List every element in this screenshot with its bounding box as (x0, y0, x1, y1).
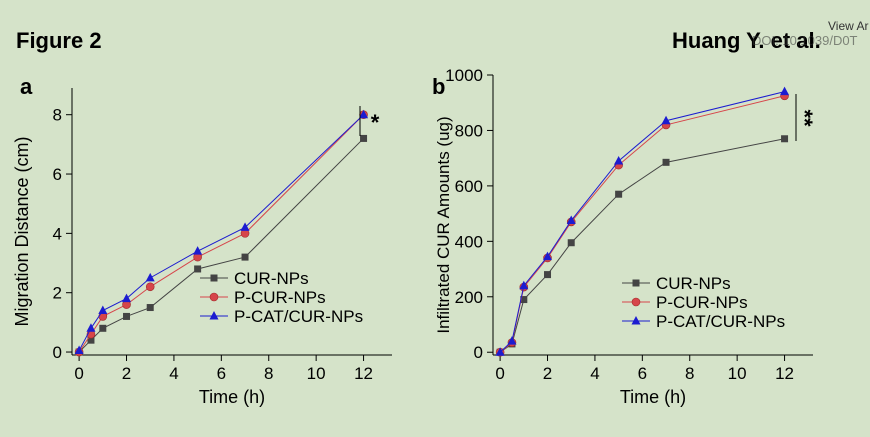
marker-p-cat-cur-nps-2 (519, 280, 529, 290)
x-tick-label: 8 (685, 364, 694, 383)
marker-cur-nps-6 (241, 253, 249, 261)
marker-cur-nps-1 (87, 336, 95, 344)
marker-cur-nps-2 (99, 324, 107, 332)
marker-p-cat-cur-nps-7 (780, 86, 790, 96)
marker-p-cat-cur-nps-6 (240, 222, 250, 231)
x-axis-title: Time (h) (620, 387, 686, 407)
y-tick-label: 800 (455, 121, 483, 140)
x-tick-label: 4 (169, 364, 178, 383)
x-tick-label: 0 (495, 364, 504, 383)
figure-label: Figure 2 (16, 28, 102, 53)
x-tick-label: 0 (74, 364, 83, 383)
legend-entry: P-CAT/CUR-NPs (656, 312, 785, 331)
legend-entry: P-CUR-NPs (656, 293, 748, 312)
marker-p-cat-cur-nps-4 (145, 272, 155, 282)
x-tick-label: 10 (728, 364, 747, 383)
x-tick-label: 6 (638, 364, 647, 383)
x-tick-label: 12 (354, 364, 373, 383)
doi-watermark: DOI: 10.1039/D0T (752, 33, 858, 48)
marker-p-cur-nps-legend (209, 292, 219, 302)
marker-cur-nps-7 (360, 134, 368, 142)
y-tick-label: 400 (455, 232, 483, 251)
y-tick-label: 4 (53, 224, 62, 243)
chart-panel-a: a 0 2 4 6 8 10 12 0 2 4 6 8 Time (h) Migration Distanc… (12, 74, 392, 407)
significance-marker: ** (792, 109, 817, 127)
x-tick-label: 10 (307, 364, 326, 383)
marker-p-cat-cur-nps-1 (86, 323, 96, 332)
legend-entry: CUR-NPs (656, 274, 731, 293)
series-line-cur-nps (499, 138, 785, 353)
legend-entry: P-CAT/CUR-NPs (234, 307, 363, 326)
marker-p-cat-cur-nps-5 (193, 246, 203, 255)
chart-panel-b: b 0 2 4 6 8 10 12 0 200 400 600 800 1000 Time (h) Infil… (432, 66, 817, 407)
author-label: Huang Y. et al. (672, 28, 821, 53)
marker-p-cur-nps-legend (631, 297, 641, 307)
x-tick-label: 8 (264, 364, 273, 383)
y-tick-label: 8 (53, 106, 62, 125)
significance-marker: * (371, 110, 380, 135)
marker-p-cat-cur-nps-7 (359, 109, 369, 119)
series-line-p-cat-cur-nps (78, 114, 364, 351)
marker-cur-nps-2 (520, 296, 528, 304)
y-tick-label: 200 (455, 288, 483, 307)
marker-p-cat-cur-nps-3 (543, 251, 553, 261)
marker-p-cat-cur-nps-4 (566, 215, 576, 225)
view-article-link[interactable]: View Ar (828, 19, 869, 33)
marker-p-cat-cur-nps-6 (661, 115, 671, 125)
marker-p-cat-cur-nps-legend (209, 311, 219, 320)
x-tick-label: 6 (217, 364, 226, 383)
y-tick-label: 1000 (445, 66, 483, 85)
marker-cur-nps-3 (544, 271, 552, 279)
marker-cur-nps-5 (615, 190, 623, 198)
marker-p-cat-cur-nps-0 (495, 347, 505, 356)
marker-p-cur-nps-4 (145, 282, 155, 292)
marker-cur-nps-legend (632, 279, 640, 287)
y-tick-label: 600 (455, 177, 483, 196)
marker-cur-nps-3 (123, 312, 131, 320)
legend-entry: P-CUR-NPs (234, 288, 326, 307)
marker-p-cat-cur-nps-5 (614, 155, 624, 165)
x-tick-label: 4 (590, 364, 599, 383)
marker-cur-nps-5 (194, 265, 202, 273)
marker-p-cat-cur-nps-2 (98, 305, 108, 314)
x-tick-label: 2 (543, 364, 552, 383)
marker-cur-nps-6 (662, 158, 670, 166)
y-tick-label: 6 (53, 165, 62, 184)
marker-p-cat-cur-nps-1 (507, 336, 517, 345)
y-axis-title: Migration Distance (cm) (12, 136, 32, 326)
panel-letter-b: b (432, 74, 445, 99)
y-tick-label: 0 (474, 343, 483, 362)
x-axis-title: Time (h) (199, 387, 265, 407)
marker-p-cat-cur-nps-0 (74, 345, 84, 355)
panel-letter-a: a (20, 74, 33, 99)
y-axis-title: Infiltrated CUR Amounts (ug) (434, 116, 453, 333)
x-tick-label: 12 (775, 364, 794, 383)
marker-cur-nps-7 (781, 135, 789, 143)
marker-cur-nps-4 (567, 239, 575, 247)
x-tick-label: 2 (122, 364, 131, 383)
legend-entry: CUR-NPs (234, 269, 309, 288)
y-tick-label: 2 (53, 284, 62, 303)
y-tick-label: 0 (53, 343, 62, 362)
marker-cur-nps-legend (210, 274, 218, 282)
marker-p-cat-cur-nps-legend (631, 316, 641, 325)
marker-cur-nps-4 (146, 304, 154, 312)
series-line-p-cat-cur-nps (499, 91, 785, 353)
marker-p-cat-cur-nps-3 (122, 293, 132, 303)
